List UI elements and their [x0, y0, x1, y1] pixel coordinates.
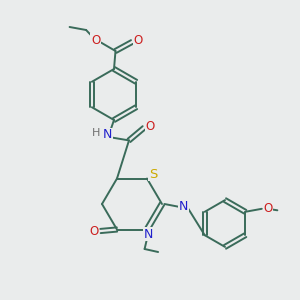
- Text: O: O: [134, 34, 142, 47]
- Text: N: N: [179, 200, 188, 214]
- Text: S: S: [149, 167, 157, 181]
- Text: O: O: [89, 225, 98, 238]
- Text: N: N: [144, 227, 153, 241]
- Text: N: N: [103, 128, 112, 142]
- Text: H: H: [92, 128, 100, 139]
- Text: O: O: [146, 120, 154, 133]
- Text: O: O: [263, 202, 272, 215]
- Text: O: O: [91, 34, 100, 47]
